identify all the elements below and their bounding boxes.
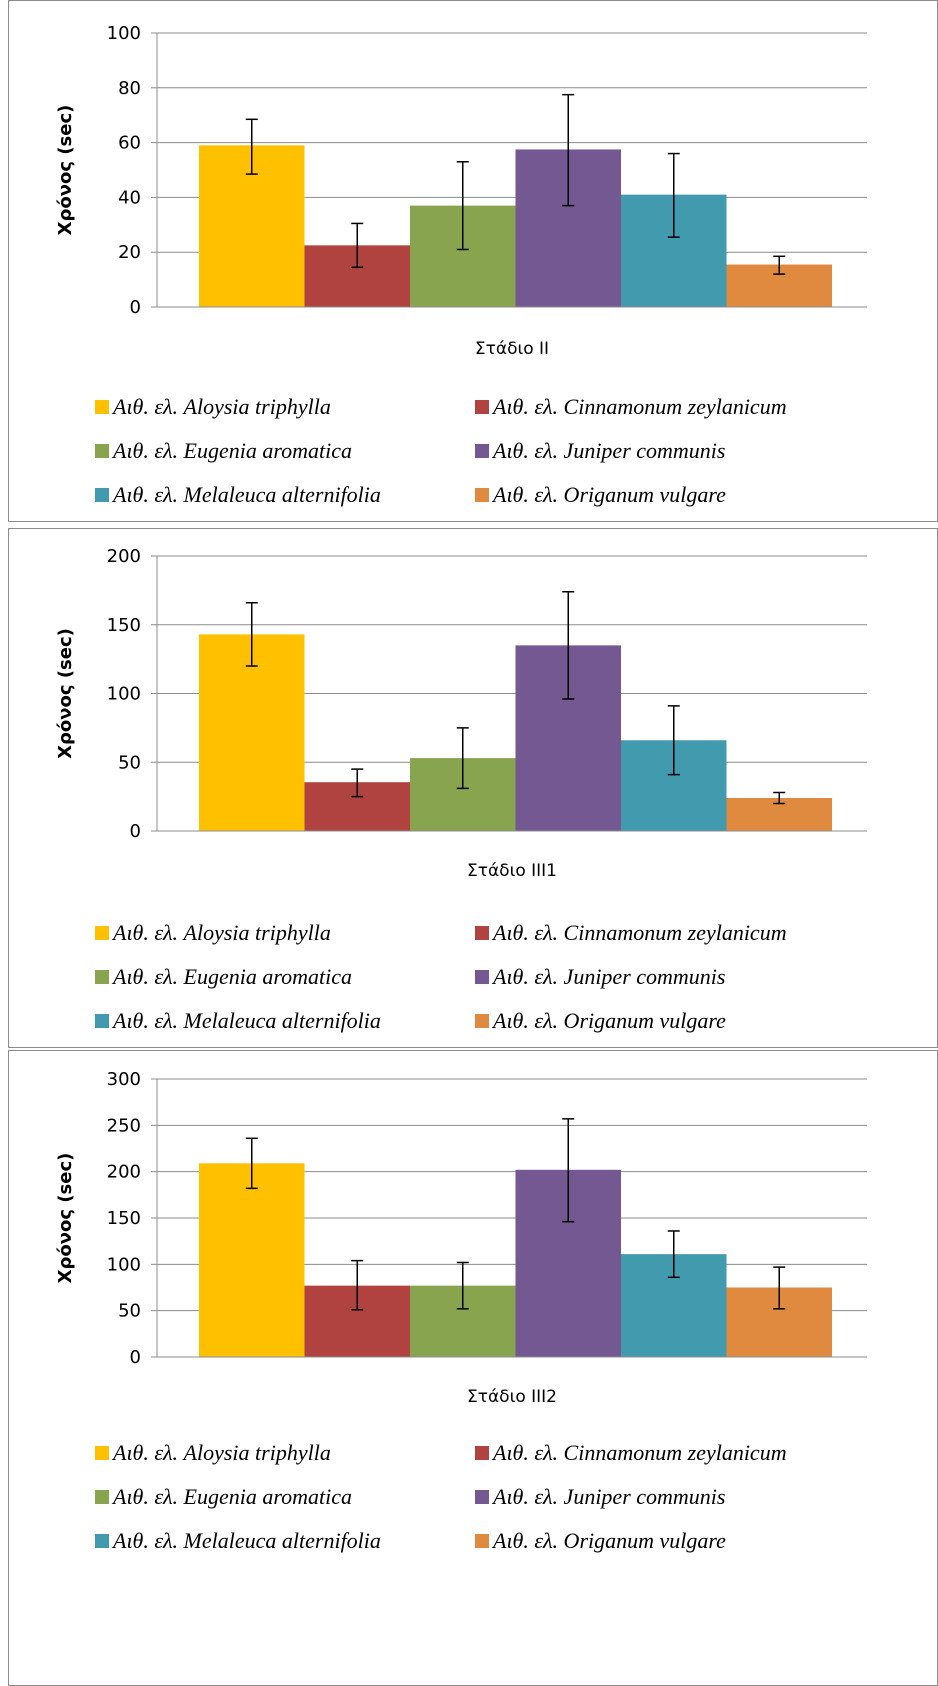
y-tick-label: 20	[118, 242, 141, 263]
legend-item: Αιθ. ελ. Origanum vulgare	[475, 1005, 875, 1037]
y-tick-label: 100	[107, 1254, 141, 1275]
bar	[199, 634, 305, 831]
y-tick-label: 200	[107, 546, 141, 567]
bar-chart-stage-2: 0 20 40 60 80 100 Στάδιο ΙΙ Χρόνος (sec)	[55, 23, 867, 359]
y-tick-label: 40	[118, 187, 141, 208]
legend-swatch	[475, 400, 489, 414]
chart-panel-stage-2: 0 20 40 60 80 100 Στάδιο ΙΙ Χρόνος (sec) Αιθ. ε…	[8, 0, 938, 522]
y-tick-label: 300	[107, 1069, 141, 1090]
legend-item: Αιθ. ελ. Eugenia aromatica	[95, 435, 475, 467]
legend-swatch	[475, 926, 489, 940]
y-axis-title: Χρόνος (sec)	[55, 105, 76, 236]
legend-swatch	[95, 926, 109, 940]
bar-chart-stage-3-1: 0 50 100 150 200 Στάδιο ΙΙΙ1 Χρόνος (sec)	[55, 546, 867, 881]
legend-swatch	[95, 1490, 109, 1504]
legend-swatch	[475, 1490, 489, 1504]
x-category-label: Στάδιο ΙΙΙ1	[467, 861, 557, 881]
legend-item: Αιθ. ελ. Cinnamonum zeylanicum	[475, 917, 875, 949]
legend-swatch	[95, 400, 109, 414]
legend-item: Αιθ. ελ. Juniper communis	[475, 435, 875, 467]
y-tick-label: 0	[130, 1347, 141, 1368]
y-tick-label: 60	[118, 133, 141, 154]
legend-label: Αιθ. ελ. Cinnamonum zeylanicum	[493, 1440, 787, 1465]
legend-item: Αιθ. ελ. Eugenia aromatica	[95, 1481, 475, 1513]
legend-label: Αιθ. ελ. Origanum vulgare	[493, 1008, 726, 1033]
legend-item: Αιθ. ελ. Melaleuca alternifolia	[95, 1525, 475, 1557]
bar	[199, 1163, 305, 1357]
legend-label: Αιθ. ελ. Aloysia triphylla	[113, 394, 331, 419]
legend-label: Αιθ. ελ. Cinnamonum zeylanicum	[493, 920, 787, 945]
y-tick-label: 250	[107, 1115, 141, 1136]
legend-label: Αιθ. ελ. Melaleuca alternifolia	[113, 1528, 381, 1553]
chart-panel-stage-3-1: 0 50 100 150 200 Στάδιο ΙΙΙ1 Χρόνος (sec) Αιθ.…	[8, 528, 938, 1048]
y-tick-label: 100	[107, 684, 141, 705]
legend-label: Αιθ. ελ. Juniper communis	[493, 438, 726, 463]
legend-label: Αιθ. ελ. Eugenia aromatica	[113, 964, 352, 989]
legend-label: Αιθ. ελ. Juniper communis	[493, 1484, 726, 1509]
y-tick-label: 100	[107, 23, 141, 44]
chart-legend: Αιθ. ελ. Aloysia triphylla Αιθ. ελ. Cinna…	[95, 917, 875, 1037]
legend-label: Αιθ. ελ. Aloysia triphylla	[113, 1440, 331, 1465]
legend-swatch	[95, 1534, 109, 1548]
legend-swatch	[475, 1534, 489, 1548]
bar-chart-stage-3-2: 0 50 100 150 200 250 300 Στάδιο ΙΙΙ2 Χρόνος (sec…	[55, 1069, 867, 1407]
legend-label: Αιθ. ελ. Origanum vulgare	[493, 482, 726, 507]
legend-item: Αιθ. ελ. Melaleuca alternifolia	[95, 1005, 475, 1037]
legend-label: Αιθ. ελ. Eugenia aromatica	[113, 1484, 352, 1509]
legend-swatch	[475, 488, 489, 502]
legend-swatch	[95, 1014, 109, 1028]
y-tick-label: 150	[107, 615, 141, 636]
chart-panel-stage-3-2: 0 50 100 150 200 250 300 Στάδιο ΙΙΙ2 Χρόνος (sec…	[8, 1050, 938, 1686]
legend-swatch	[95, 1446, 109, 1460]
y-tick-label: 50	[118, 752, 141, 773]
legend-item: Αιθ. ελ. Juniper communis	[475, 961, 875, 993]
legend-swatch	[475, 444, 489, 458]
y-tick-label: 200	[107, 1162, 141, 1183]
y-tick-label: 150	[107, 1208, 141, 1229]
y-axis-title: Χρόνος (sec)	[55, 1153, 76, 1284]
legend-swatch	[95, 488, 109, 502]
legend-item: Αιθ. ελ. Cinnamonum zeylanicum	[475, 1437, 875, 1469]
legend-item: Αιθ. ελ. Cinnamonum zeylanicum	[475, 391, 875, 423]
legend-swatch	[95, 444, 109, 458]
y-axis-title: Χρόνος (sec)	[55, 628, 76, 759]
legend-swatch	[475, 1014, 489, 1028]
legend-label: Αιθ. ελ. Origanum vulgare	[493, 1528, 726, 1553]
legend-item: Αιθ. ελ. Aloysia triphylla	[95, 1437, 475, 1469]
legend-item: Αιθ. ελ. Origanum vulgare	[475, 1525, 875, 1557]
legend-item: Αιθ. ελ. Juniper communis	[475, 1481, 875, 1513]
legend-item: Αιθ. ελ. Eugenia aromatica	[95, 961, 475, 993]
y-tick-label: 80	[118, 78, 141, 99]
chart-legend: Αιθ. ελ. Aloysia triphylla Αιθ. ελ. Cinna…	[95, 1437, 875, 1557]
legend-label: Αιθ. ελ. Melaleuca alternifolia	[113, 1008, 381, 1033]
legend-label: Αιθ. ελ. Melaleuca alternifolia	[113, 482, 381, 507]
y-tick-label: 0	[130, 821, 141, 842]
legend-item: Αιθ. ελ. Aloysia triphylla	[95, 917, 475, 949]
legend-item: Αιθ. ελ. Aloysia triphylla	[95, 391, 475, 423]
legend-label: Αιθ. ελ. Juniper communis	[493, 964, 726, 989]
y-tick-label: 50	[118, 1301, 141, 1322]
legend-label: Αιθ. ελ. Cinnamonum zeylanicum	[493, 394, 787, 419]
y-tick-label: 0	[130, 297, 141, 318]
legend-item: Αιθ. ελ. Melaleuca alternifolia	[95, 479, 475, 511]
legend-label: Αιθ. ελ. Aloysia triphylla	[113, 920, 331, 945]
chart-legend: Αιθ. ελ. Aloysia triphylla Αιθ. ελ. Cinna…	[95, 391, 875, 511]
legend-swatch	[95, 970, 109, 984]
legend-label: Αιθ. ελ. Eugenia aromatica	[113, 438, 352, 463]
x-category-label: Στάδιο ΙΙ	[475, 339, 549, 359]
x-category-label: Στάδιο ΙΙΙ2	[467, 1387, 557, 1407]
legend-swatch	[475, 970, 489, 984]
legend-item: Αιθ. ελ. Origanum vulgare	[475, 479, 875, 511]
legend-swatch	[475, 1446, 489, 1460]
